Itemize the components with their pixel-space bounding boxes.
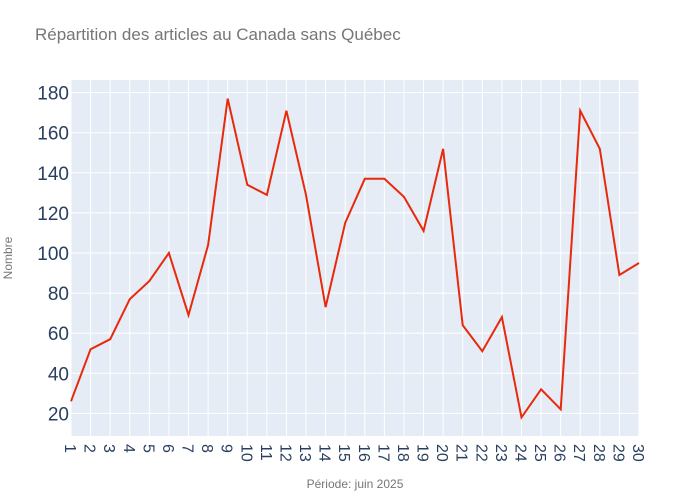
x-tick-label: 23 xyxy=(492,444,509,462)
x-tick-label: 20 xyxy=(433,444,450,462)
x-tick-label: 17 xyxy=(374,444,391,462)
x-tick-label: 30 xyxy=(629,444,646,462)
series-line xyxy=(70,98,640,420)
y-tick-label: 20 xyxy=(48,404,69,425)
x-tick-label: 8 xyxy=(198,444,215,453)
y-tick-label: 40 xyxy=(48,364,69,385)
x-tick-label: 26 xyxy=(551,444,568,462)
y-axis-ticks: 20 40 60 80 100 120 140 160 180 xyxy=(37,84,69,426)
x-tick-label: 13 xyxy=(296,444,313,462)
x-tick-label: 22 xyxy=(472,444,489,462)
x-tick-label: 7 xyxy=(179,444,196,453)
y-tick-label: 100 xyxy=(37,244,69,265)
x-tick-label: 2 xyxy=(81,444,98,453)
grid-lines xyxy=(70,80,640,436)
x-tick-label: 5 xyxy=(139,444,156,453)
x-tick-label: 28 xyxy=(590,444,607,462)
plot-background xyxy=(71,80,639,436)
y-tick-label: 140 xyxy=(37,164,69,185)
y-tick-label: 120 xyxy=(37,204,69,225)
x-tick-label: 10 xyxy=(237,444,254,462)
y-axis-title: Nombre xyxy=(1,236,15,279)
x-tick-label: 21 xyxy=(453,444,470,462)
x-tick-label: 6 xyxy=(159,444,176,453)
x-tick-label: 14 xyxy=(316,444,333,462)
x-tick-label: 25 xyxy=(531,444,548,462)
y-tick-label: 160 xyxy=(37,124,69,145)
x-tick-label: 18 xyxy=(394,444,411,462)
x-tick-label: 15 xyxy=(335,444,352,462)
x-tick-label: 3 xyxy=(100,444,117,453)
x-tick-label: 29 xyxy=(609,444,626,462)
x-tick-label: 4 xyxy=(120,444,137,453)
x-tick-label: 19 xyxy=(414,444,431,462)
x-axis-title: Période: juin 2025 xyxy=(307,477,404,491)
x-tick-label: 16 xyxy=(355,444,372,462)
x-tick-label: 11 xyxy=(257,444,274,461)
y-tick-label: 180 xyxy=(37,84,69,105)
x-tick-label: 1 xyxy=(61,444,78,453)
chart-title: Répartition des articles au Canada sans … xyxy=(35,25,401,44)
x-axis-ticks: 1 2 3 4 5 6 7 8 9 10 11 12 13 14 15 16 17 18 19 20 21 22 23 24 2… xyxy=(61,444,646,462)
x-tick-label: 24 xyxy=(511,444,528,462)
y-tick-label: 80 xyxy=(48,284,69,305)
y-tick-label: 60 xyxy=(48,324,69,345)
x-tick-label: 27 xyxy=(570,444,587,462)
x-tick-label: 9 xyxy=(218,444,235,453)
x-tick-label: 12 xyxy=(276,444,293,462)
